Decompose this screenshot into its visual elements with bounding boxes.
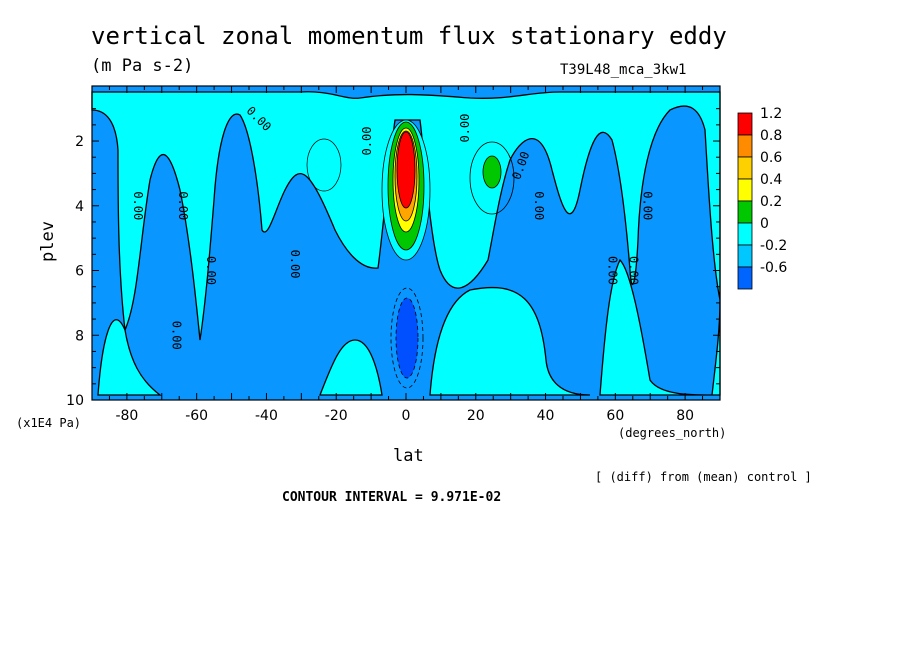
contour-label: 0.00	[626, 256, 640, 285]
colorbar-swatch	[737, 112, 753, 136]
colorbar-swatch	[737, 266, 753, 290]
y-tick-label: 10	[66, 393, 84, 409]
y-tick-label: 8	[75, 328, 84, 344]
contour-fill-08	[396, 131, 416, 209]
colorbar: 1.2 0.8 0.6 0.4 0.2 0 -0.2 -0.6	[737, 106, 787, 290]
x-tick-label: 0	[402, 408, 411, 424]
secondary-positive-max	[469, 141, 515, 215]
colorbar-swatch	[737, 244, 753, 268]
right-cyan-column	[599, 258, 721, 396]
contour-label: 0.00	[176, 191, 190, 220]
x-tick-label: 20	[467, 408, 485, 424]
contour-label: 0.00	[532, 191, 546, 220]
lower-cyan-right	[429, 286, 591, 396]
colorbar-swatch	[737, 222, 753, 246]
x-tick-label: -20	[325, 408, 348, 424]
colorbar-swatch	[737, 156, 753, 180]
lower-cyan-mid	[319, 339, 383, 396]
contour-label: 0.00	[204, 256, 218, 285]
x-tick-label: 40	[537, 408, 555, 424]
x-axis-label: lat	[393, 446, 424, 466]
y-tick-label: 4	[75, 199, 84, 215]
chart-title: vertical zonal momentum flux stationary …	[91, 22, 727, 50]
colorbar-swatch	[737, 178, 753, 202]
axes: -80 -60 -40 -20 0 20 40 60 80 2 4 6 8 10	[66, 86, 721, 424]
chart-units: (m Pa s-2)	[91, 56, 194, 76]
contour-label: 0.00	[288, 250, 302, 279]
upper-cyan-band	[91, 91, 721, 341]
x-tick-label: -40	[255, 408, 278, 424]
x-tick-label: -60	[185, 408, 208, 424]
contour-line-outer	[469, 141, 515, 215]
equatorial-positive-max	[381, 119, 431, 261]
x-tick-label: 60	[606, 408, 624, 424]
contour-label: 0.00	[169, 321, 183, 350]
contour-label: 0.00	[458, 114, 472, 143]
contour-label: 0.00	[131, 191, 145, 220]
colorbar-label: -0.6	[760, 260, 787, 276]
colorbar-label: 0	[760, 216, 769, 232]
contour-label: 0.00	[640, 191, 654, 220]
lower-cyan-left	[97, 319, 162, 396]
colorbar-swatch	[737, 200, 753, 224]
y-tick-label: 6	[75, 264, 84, 280]
contour-label: 0.00	[360, 127, 374, 156]
colorbar-label: 0.6	[760, 150, 782, 166]
neg-contour-outer	[390, 287, 424, 389]
colorbar-swatch	[737, 134, 753, 158]
colorbar-label: 1.2	[760, 106, 782, 122]
cyan-regions	[91, 91, 721, 396]
y-tick-label: 2	[75, 134, 84, 150]
colorbar-label: 0.8	[760, 128, 782, 144]
colorbar-label: 0.4	[760, 172, 782, 188]
colorbar-label: -0.2	[760, 238, 787, 254]
x-tick-label: 80	[676, 408, 694, 424]
comparison-note: [ (diff) from (mean) control ]	[595, 470, 812, 484]
neg-contour-fill	[395, 297, 419, 379]
contour-label: 0.00	[605, 256, 619, 285]
contour-interval: CONTOUR INTERVAL = 9.971E-02	[282, 490, 502, 505]
negative-closed-contour	[306, 138, 342, 192]
contour-fill-02	[482, 155, 502, 189]
run-label: T39L48_mca_3kw1	[560, 62, 687, 78]
x-axis-unit: (degrees_north)	[618, 426, 727, 440]
x-tick-label: -80	[115, 408, 138, 424]
colorbar-label: 0.2	[760, 194, 782, 210]
equatorial-negative-min	[390, 287, 424, 389]
y-axis-unit: (x1E4 Pa)	[16, 416, 82, 430]
